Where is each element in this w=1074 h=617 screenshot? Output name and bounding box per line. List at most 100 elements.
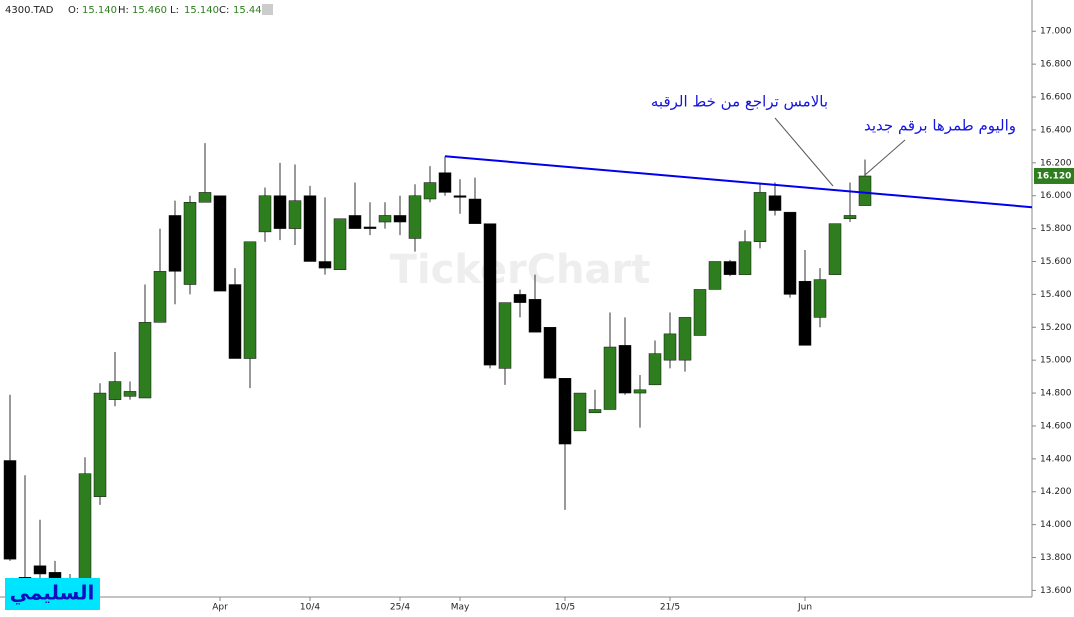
candle-body xyxy=(153,271,167,323)
candle-body xyxy=(468,198,482,224)
candle-body xyxy=(678,317,692,361)
candle-body xyxy=(528,299,542,333)
y-tick-label: 16.200 xyxy=(1040,158,1072,168)
candle-body xyxy=(798,280,812,346)
ohlc-value: 15.460 xyxy=(132,5,167,16)
watermark: TickerChart xyxy=(390,247,651,293)
candle-body xyxy=(603,346,617,410)
candle-body xyxy=(408,195,422,239)
candle-body xyxy=(288,200,302,229)
badge: السليمي xyxy=(10,581,95,606)
y-tick-label: 15.200 xyxy=(1040,323,1072,333)
candle-body xyxy=(693,289,707,336)
y-tick-label: 13.600 xyxy=(1040,586,1072,596)
candle-body xyxy=(273,195,287,229)
y-tick-label: 15.000 xyxy=(1040,356,1072,366)
candle-body xyxy=(243,241,257,359)
candle-body xyxy=(198,192,212,203)
candle-body xyxy=(378,215,392,223)
candle-body xyxy=(258,195,272,233)
candle-body xyxy=(738,241,752,275)
candle-body xyxy=(78,473,92,580)
candle-body xyxy=(753,192,767,243)
candle-body xyxy=(573,392,587,432)
arrow xyxy=(864,139,906,176)
menu-button xyxy=(262,4,273,15)
candle-body xyxy=(438,172,452,193)
candle-body xyxy=(93,392,107,497)
ohlc-label: H: xyxy=(118,5,129,16)
y-tick-label: 16.600 xyxy=(1040,93,1072,103)
candle-body xyxy=(213,195,227,292)
annotation: بالامس تراجع من خط الرقبه xyxy=(651,93,828,111)
candle-body xyxy=(423,182,437,200)
ohlc-value: 15.140 xyxy=(184,5,219,16)
trendline xyxy=(444,155,1033,209)
y-tick-label: 15.600 xyxy=(1040,257,1072,267)
y-tick-label: 14.600 xyxy=(1040,421,1072,431)
candle-body xyxy=(168,215,182,272)
ohlc-label: L: xyxy=(170,5,179,16)
candle-body xyxy=(498,302,512,369)
candle-body xyxy=(828,223,842,275)
candle-body xyxy=(648,353,662,386)
y-tick-label: 15.800 xyxy=(1040,224,1072,234)
candle-body xyxy=(393,215,407,223)
candle-body xyxy=(453,195,467,198)
last-price-label: 16.120 xyxy=(1037,171,1072,181)
candle-body xyxy=(138,322,152,399)
x-tick-label: Jun xyxy=(797,603,812,613)
candle-body xyxy=(843,215,857,219)
candle-body xyxy=(768,195,782,211)
candle-body xyxy=(543,327,557,379)
candle-body xyxy=(558,378,572,445)
candle-body xyxy=(618,345,632,394)
candle-body xyxy=(723,261,737,275)
x-tick-label: 21/5 xyxy=(660,603,680,613)
y-tick-label: 16.800 xyxy=(1040,60,1072,70)
y-tick-label: 14.000 xyxy=(1040,520,1072,530)
candle-body xyxy=(858,175,872,206)
candle-body xyxy=(708,261,722,290)
y-tick-label: 13.800 xyxy=(1040,553,1072,563)
y-tick-label: 14.800 xyxy=(1040,389,1072,399)
candle-body xyxy=(783,211,797,295)
candle-body xyxy=(3,460,17,560)
ohlc-label: O: xyxy=(68,5,79,16)
x-tick-label: 25/4 xyxy=(390,603,410,613)
x-tick-label: Apr xyxy=(212,603,228,613)
candle-body xyxy=(33,565,47,575)
ohlc-label: C: xyxy=(219,5,229,16)
candle-body xyxy=(303,195,317,262)
candle-body xyxy=(333,218,347,270)
candle-body xyxy=(123,391,137,397)
y-tick-label: 15.400 xyxy=(1040,290,1072,300)
x-tick-label: 10/4 xyxy=(300,603,320,613)
candle-body xyxy=(318,261,332,269)
candle-body xyxy=(228,284,242,359)
candle-body xyxy=(663,333,677,361)
y-tick-label: 14.200 xyxy=(1040,487,1072,497)
candle-body xyxy=(588,409,602,414)
ohlc-value: 15.440 xyxy=(233,5,268,16)
y-tick-label: 17.000 xyxy=(1040,27,1072,37)
y-tick-label: 16.000 xyxy=(1040,191,1072,201)
x-tick-label: 10/5 xyxy=(555,603,575,613)
candle-body xyxy=(513,294,527,303)
ohlc-value: 15.140 xyxy=(82,5,117,16)
candle-body xyxy=(363,226,377,229)
candle-body xyxy=(348,215,362,229)
arrow xyxy=(774,117,834,187)
symbol: 4300.TAD xyxy=(5,5,54,16)
y-tick-label: 16.400 xyxy=(1040,125,1072,135)
candle-body xyxy=(813,279,827,318)
x-tick-label: May xyxy=(451,603,470,613)
candle-body xyxy=(108,381,122,400)
annotation: واليوم طمرها برقم جديد xyxy=(864,117,1016,135)
candle-body xyxy=(183,202,197,285)
candle-body xyxy=(633,389,647,394)
y-tick-label: 14.400 xyxy=(1040,454,1072,464)
candle-body xyxy=(483,223,497,366)
badge-bg xyxy=(5,578,100,610)
